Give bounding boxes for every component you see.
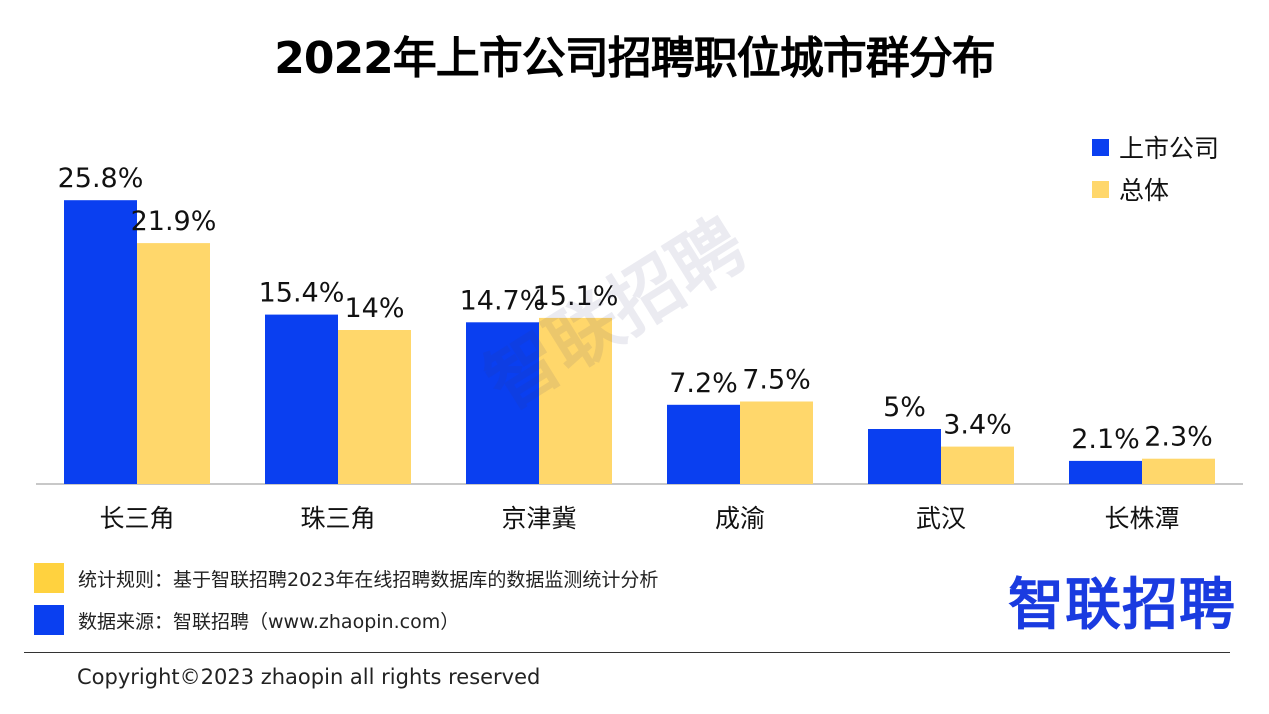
- bar-overall-1: [338, 330, 411, 484]
- bar-overall-4: [941, 446, 1014, 484]
- category-label-1: 珠三角: [300, 504, 375, 533]
- data-label-overall-0: 21.9%: [131, 206, 217, 237]
- legend-label-overall: 总体: [1119, 176, 1170, 205]
- bar-listed-4: [868, 429, 941, 484]
- data-label-listed-5: 2.1%: [1071, 424, 1140, 455]
- category-label-0: 长三角: [99, 504, 174, 533]
- legend-swatch-listed: [1092, 138, 1109, 156]
- bar-listed-5: [1069, 460, 1142, 484]
- page-title: 2022年上市公司招聘职位城市群分布: [274, 33, 995, 84]
- brand-logo: 智联招聘: [1008, 573, 1236, 638]
- footer-divider: [24, 652, 1230, 653]
- data-label-overall-4: 3.4%: [943, 410, 1012, 441]
- category-label-2: 京津冀: [501, 504, 576, 533]
- data-label-listed-2: 14.7%: [460, 285, 546, 316]
- bar-overall-3: [740, 401, 813, 484]
- legend-swatch-overall: [1092, 180, 1109, 198]
- data-label-listed-4: 5%: [883, 392, 926, 423]
- bar-listed-1: [265, 314, 338, 484]
- data-label-overall-3: 7.5%: [742, 365, 811, 396]
- data-label-listed-3: 7.2%: [669, 368, 738, 399]
- bar-listed-3: [667, 404, 740, 484]
- data-label-overall-1: 14%: [344, 293, 404, 324]
- footnote-swatch-rules: [34, 563, 64, 593]
- footnote-swatch-source: [34, 605, 64, 635]
- legend-item-overall: 总体: [1092, 174, 1219, 205]
- bar-overall-2: [539, 317, 612, 484]
- legend-item-listed: 上市公司: [1092, 132, 1220, 163]
- chart-legend: 上市公司 总体: [1092, 132, 1219, 216]
- category-label-3: 成渝: [715, 504, 765, 533]
- footnotes: 统计规则：基于智联招聘2023年在线招聘数据库的数据监测统计分析 数据来源：智联…: [34, 563, 658, 647]
- category-label-5: 长株潭: [1104, 504, 1179, 533]
- copyright-text: Copyright©2023 zhaopin all rights reserv…: [77, 665, 541, 689]
- footnote-text-rules: 统计规则：基于智联招聘2023年在线招聘数据库的数据监测统计分析: [78, 568, 659, 591]
- bar-listed-0: [64, 200, 137, 484]
- data-label-listed-0: 25.8%: [58, 163, 144, 194]
- footnote-text-source: 数据来源：智联招聘（www.zhaopin.com）: [78, 610, 460, 633]
- legend-label-listed: 上市公司: [1119, 134, 1220, 163]
- footnote-rules: 统计规则：基于智联招聘2023年在线招聘数据库的数据监测统计分析: [34, 563, 658, 593]
- bar-listed-2: [466, 322, 539, 484]
- footnote-source: 数据来源：智联招聘（www.zhaopin.com）: [34, 605, 658, 635]
- bar-overall-5: [1142, 458, 1215, 484]
- bar-overall-0: [137, 243, 210, 484]
- category-label-4: 武汉: [916, 504, 966, 533]
- data-label-listed-1: 15.4%: [259, 278, 345, 309]
- data-label-overall-2: 15.1%: [533, 281, 619, 312]
- data-label-overall-5: 2.3%: [1144, 422, 1213, 453]
